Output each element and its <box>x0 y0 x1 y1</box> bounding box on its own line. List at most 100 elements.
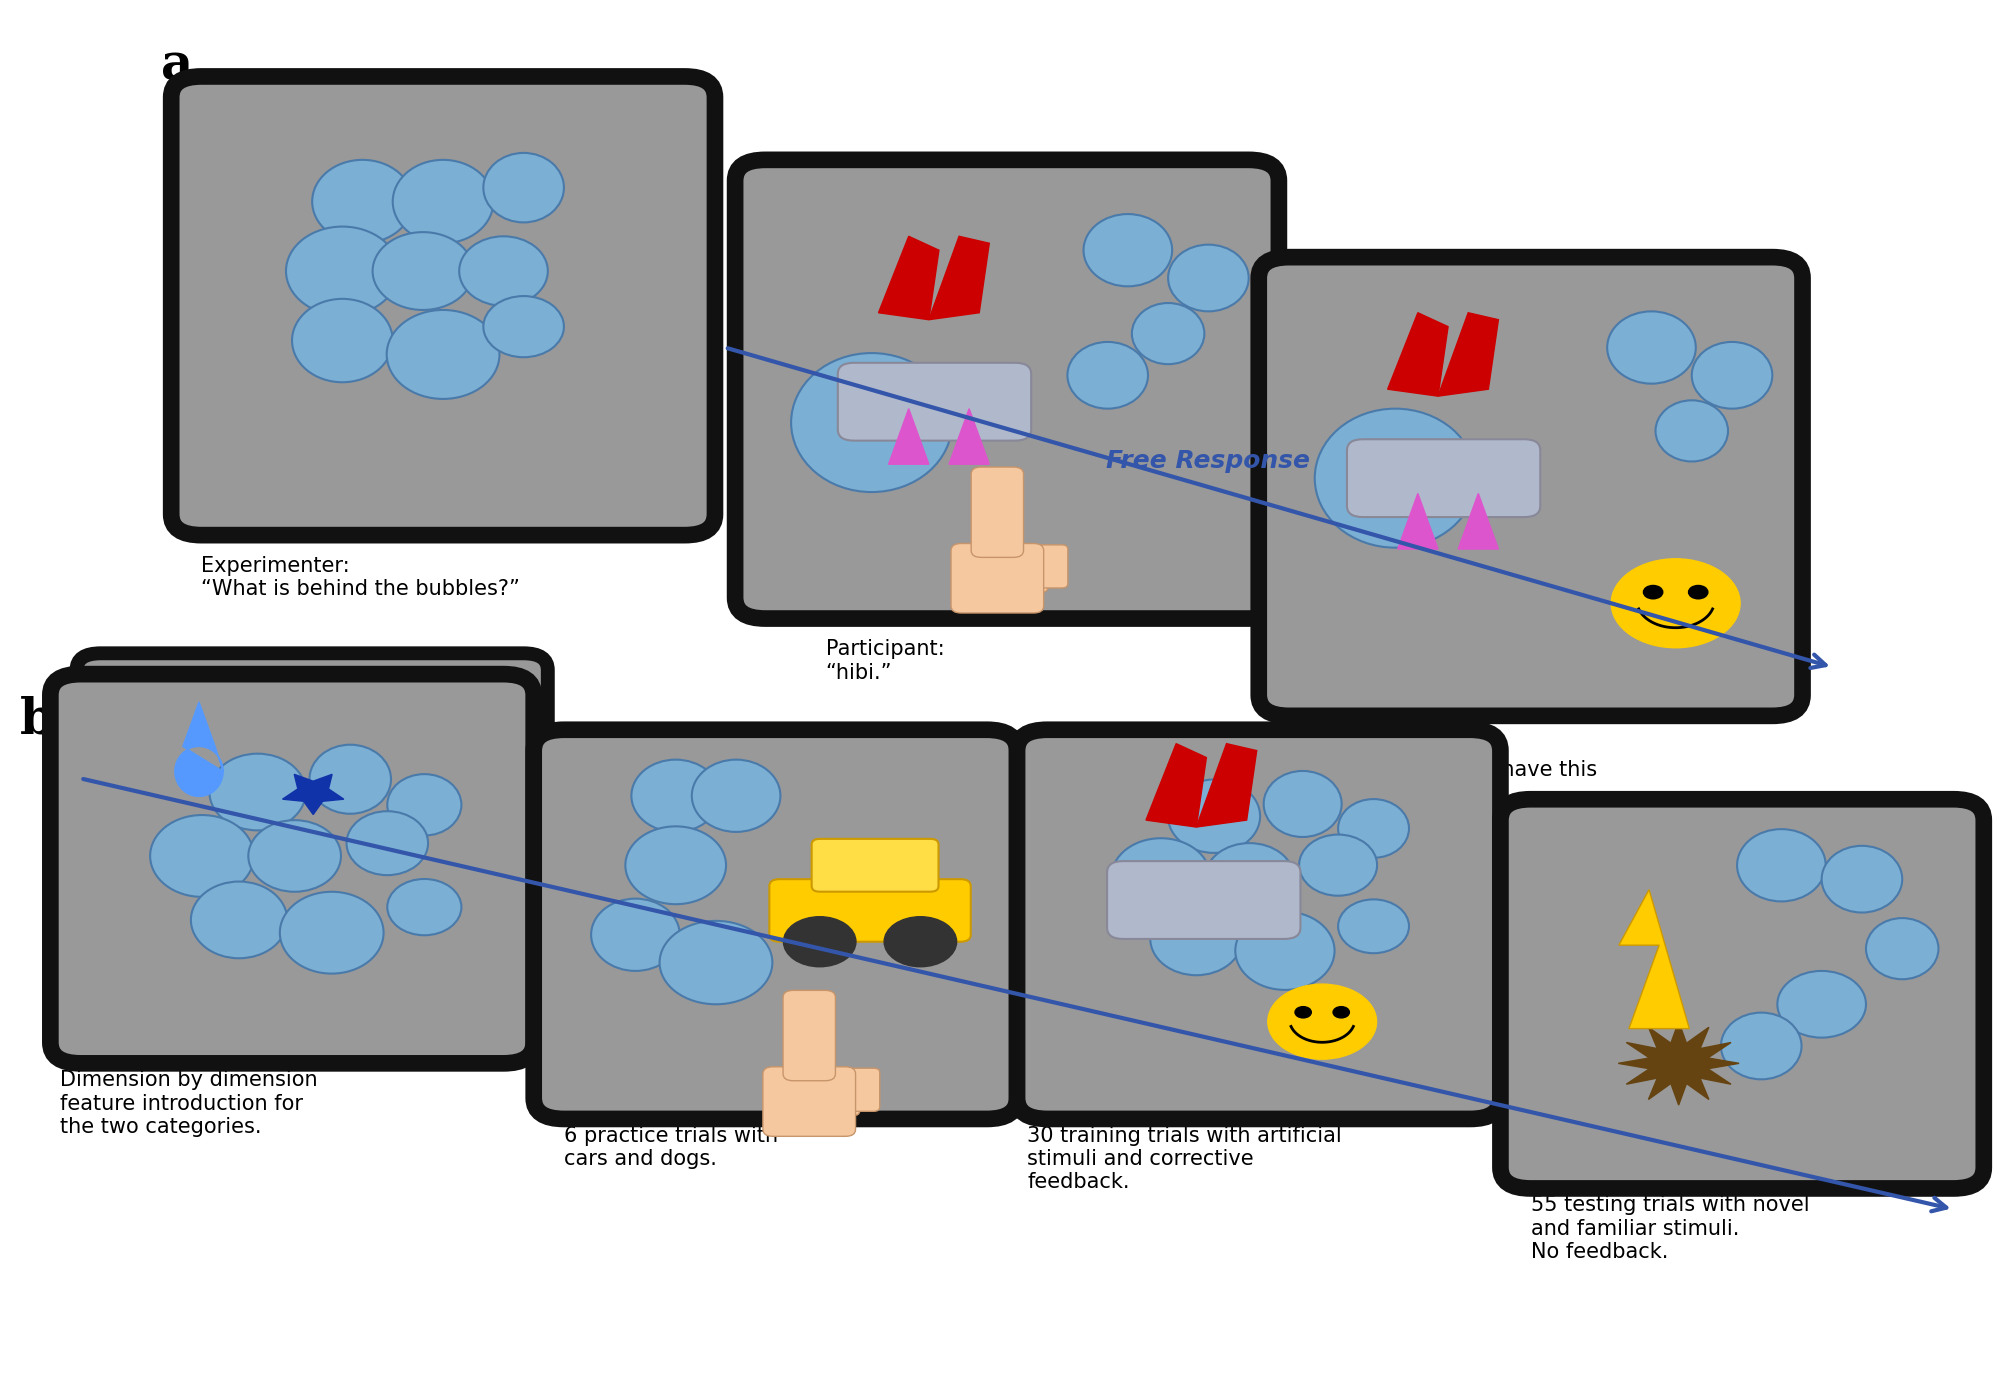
Ellipse shape <box>346 812 429 876</box>
FancyBboxPatch shape <box>838 363 1031 441</box>
Polygon shape <box>1398 493 1438 549</box>
FancyBboxPatch shape <box>1347 439 1541 517</box>
Ellipse shape <box>387 310 499 399</box>
Ellipse shape <box>1112 838 1210 916</box>
Polygon shape <box>1619 890 1690 1029</box>
Polygon shape <box>1619 1022 1740 1105</box>
Ellipse shape <box>310 745 391 813</box>
FancyBboxPatch shape <box>77 653 548 1034</box>
Circle shape <box>1643 585 1664 599</box>
Circle shape <box>1333 1006 1349 1017</box>
Ellipse shape <box>1692 342 1772 409</box>
Polygon shape <box>175 702 224 796</box>
Ellipse shape <box>286 227 399 316</box>
FancyBboxPatch shape <box>171 76 715 535</box>
FancyBboxPatch shape <box>1011 549 1047 592</box>
Ellipse shape <box>387 878 461 935</box>
Ellipse shape <box>393 160 493 243</box>
Ellipse shape <box>1315 409 1476 548</box>
Ellipse shape <box>248 820 340 892</box>
Circle shape <box>1269 984 1378 1059</box>
FancyBboxPatch shape <box>534 730 1017 1119</box>
Text: 30 training trials with artificial
stimuli and corrective
feedback.: 30 training trials with artificial stimu… <box>1027 1126 1341 1193</box>
Ellipse shape <box>387 774 461 835</box>
Ellipse shape <box>1337 899 1410 954</box>
FancyBboxPatch shape <box>1259 257 1803 716</box>
Ellipse shape <box>1823 845 1903 913</box>
Ellipse shape <box>280 892 383 973</box>
Ellipse shape <box>1204 844 1293 912</box>
Text: Experimenter:
“What is behind the bubbles?”: Experimenter: “What is behind the bubble… <box>201 556 520 599</box>
Ellipse shape <box>191 881 288 958</box>
Ellipse shape <box>1168 245 1249 311</box>
Ellipse shape <box>1656 400 1728 461</box>
Polygon shape <box>878 236 939 320</box>
Ellipse shape <box>693 759 781 831</box>
Ellipse shape <box>483 153 564 222</box>
Ellipse shape <box>1067 342 1148 409</box>
Text: b: b <box>20 695 54 744</box>
Ellipse shape <box>483 296 564 357</box>
Circle shape <box>1295 1006 1311 1017</box>
Ellipse shape <box>1132 303 1204 364</box>
Ellipse shape <box>1778 972 1867 1038</box>
FancyBboxPatch shape <box>50 674 534 1063</box>
Text: 55 testing trials with novel
and familiar stimuli.
No feedback.: 55 testing trials with novel and familia… <box>1531 1195 1809 1262</box>
FancyBboxPatch shape <box>1031 545 1067 588</box>
Ellipse shape <box>792 353 953 492</box>
Ellipse shape <box>1607 311 1696 384</box>
Circle shape <box>783 917 856 967</box>
Text: Dimension by dimension
feature introduction for
the two categories.: Dimension by dimension feature introduct… <box>60 1070 318 1137</box>
FancyBboxPatch shape <box>961 553 997 596</box>
Polygon shape <box>1146 744 1206 827</box>
Text: a: a <box>161 42 193 90</box>
Polygon shape <box>1438 313 1498 396</box>
FancyBboxPatch shape <box>812 838 939 892</box>
Ellipse shape <box>1865 919 1937 979</box>
FancyBboxPatch shape <box>1017 730 1500 1119</box>
Circle shape <box>884 917 957 967</box>
Polygon shape <box>282 774 344 815</box>
Ellipse shape <box>1235 912 1335 990</box>
Ellipse shape <box>624 826 725 904</box>
Polygon shape <box>888 409 928 464</box>
Ellipse shape <box>459 236 548 306</box>
FancyBboxPatch shape <box>1108 862 1301 940</box>
Text: Free Response: Free Response <box>1106 449 1311 473</box>
Ellipse shape <box>1337 799 1410 858</box>
Ellipse shape <box>1168 780 1261 853</box>
FancyBboxPatch shape <box>951 543 1043 613</box>
Text: Participant:
“hibi.”: Participant: “hibi.” <box>826 639 945 682</box>
Ellipse shape <box>292 299 393 382</box>
FancyBboxPatch shape <box>769 880 971 942</box>
Polygon shape <box>949 409 989 464</box>
Circle shape <box>1611 559 1740 648</box>
Ellipse shape <box>1084 214 1172 286</box>
FancyBboxPatch shape <box>844 1068 880 1112</box>
Text: Experimenter:
“Great job! All Hibis have this
kind of feet.”: Experimenter: “Great job! All Hibis have… <box>1289 737 1597 803</box>
FancyBboxPatch shape <box>773 1077 810 1120</box>
FancyBboxPatch shape <box>824 1073 860 1115</box>
Ellipse shape <box>661 920 773 1004</box>
FancyBboxPatch shape <box>735 160 1279 619</box>
Ellipse shape <box>1720 1012 1803 1080</box>
FancyBboxPatch shape <box>971 467 1023 557</box>
Polygon shape <box>1458 493 1498 549</box>
Text: 6 practice trials with
cars and dogs.: 6 practice trials with cars and dogs. <box>564 1126 777 1169</box>
FancyBboxPatch shape <box>1500 799 1984 1188</box>
Polygon shape <box>1388 313 1448 396</box>
Polygon shape <box>1196 744 1257 827</box>
Ellipse shape <box>590 898 681 970</box>
Ellipse shape <box>151 815 254 897</box>
Circle shape <box>1688 585 1708 599</box>
Ellipse shape <box>1736 828 1825 902</box>
Polygon shape <box>928 236 989 320</box>
Ellipse shape <box>312 160 413 243</box>
Ellipse shape <box>373 232 473 310</box>
FancyBboxPatch shape <box>783 991 836 1081</box>
Ellipse shape <box>1299 834 1378 895</box>
Ellipse shape <box>209 753 306 830</box>
Ellipse shape <box>632 759 721 831</box>
FancyBboxPatch shape <box>763 1068 856 1137</box>
Ellipse shape <box>1150 902 1243 976</box>
